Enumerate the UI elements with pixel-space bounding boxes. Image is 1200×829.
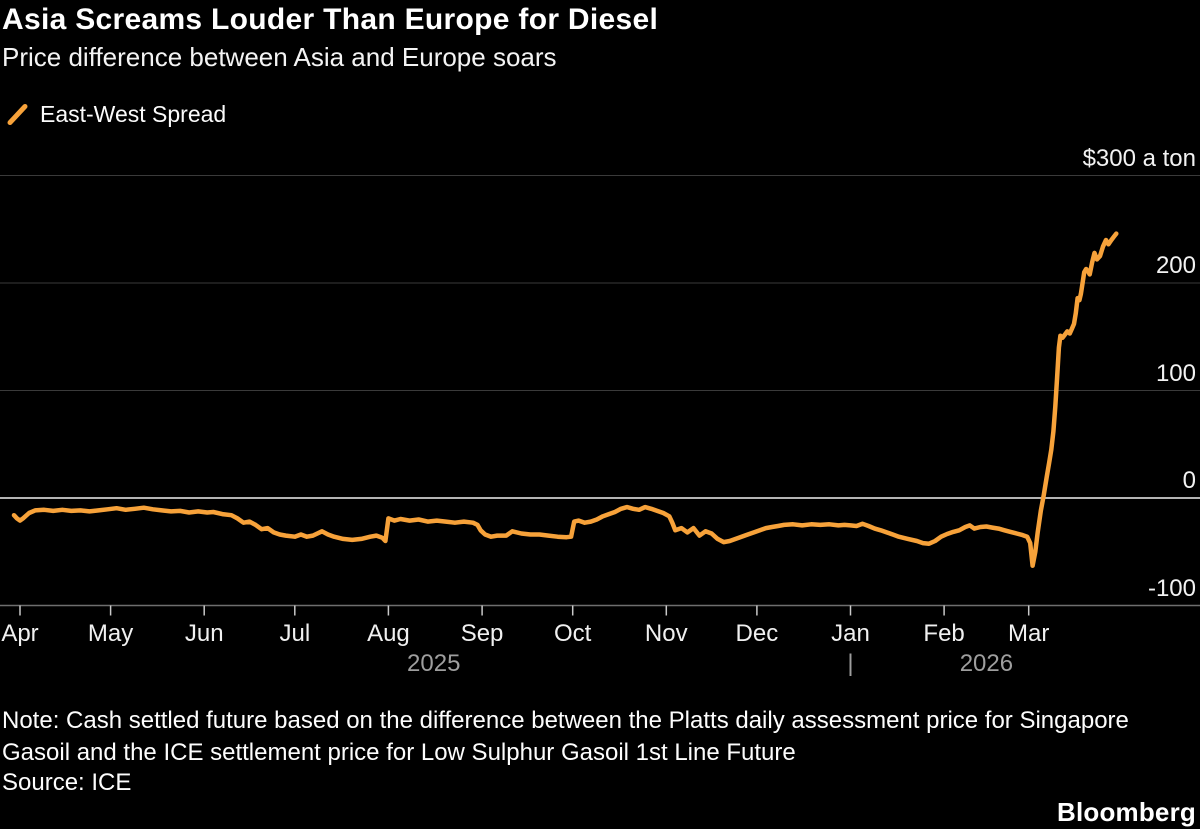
x-axis-label: Nov [644, 620, 688, 647]
east-west-spread-line [11, 231, 1119, 568]
x-axis-label: Dec [735, 620, 779, 647]
footnote-line: Note: Cash settled future based on the d… [2, 707, 1129, 734]
x-axis-label: May [87, 620, 134, 647]
x-axis-label: Oct [553, 620, 592, 647]
y-axis-label: 200 [1155, 252, 1196, 279]
x-axis-label: Jul [279, 620, 311, 647]
legend-label: East-West Spread [40, 100, 227, 127]
x-axis-label: Jan [831, 620, 870, 647]
y-axis-label: $300 a ton [1082, 144, 1196, 172]
x-axis-label: Apr [1, 620, 39, 647]
x-axis-label: Feb [923, 620, 965, 647]
bloomberg-logo: Bloomberg [1056, 797, 1196, 827]
year-label: 2026 [959, 650, 1014, 677]
year-divider: | [847, 650, 854, 677]
footnote: Note: Cash settled future based on the d… [2, 705, 1129, 769]
x-axis-label: Sep [460, 620, 504, 647]
legend: East-West Spread [4, 100, 226, 128]
footnote-line: Gasoil and the ICE settlement price for … [2, 739, 796, 766]
year-label: 2025 [407, 650, 461, 677]
page-title: Asia Screams Louder Than Europe for Dies… [2, 3, 659, 36]
x-axis-label: Jun [184, 620, 224, 647]
y-axis-label: 0 [1182, 467, 1196, 494]
x-axis-label: Aug [367, 620, 410, 647]
y-axis-label: 100 [1155, 359, 1196, 387]
x-axis-label: Mar [1008, 620, 1050, 647]
source-text: Source: ICE [2, 769, 132, 796]
y-axis-label: -100 [1147, 574, 1196, 602]
page-subtitle: Price difference between Asia and Europe… [2, 42, 557, 72]
